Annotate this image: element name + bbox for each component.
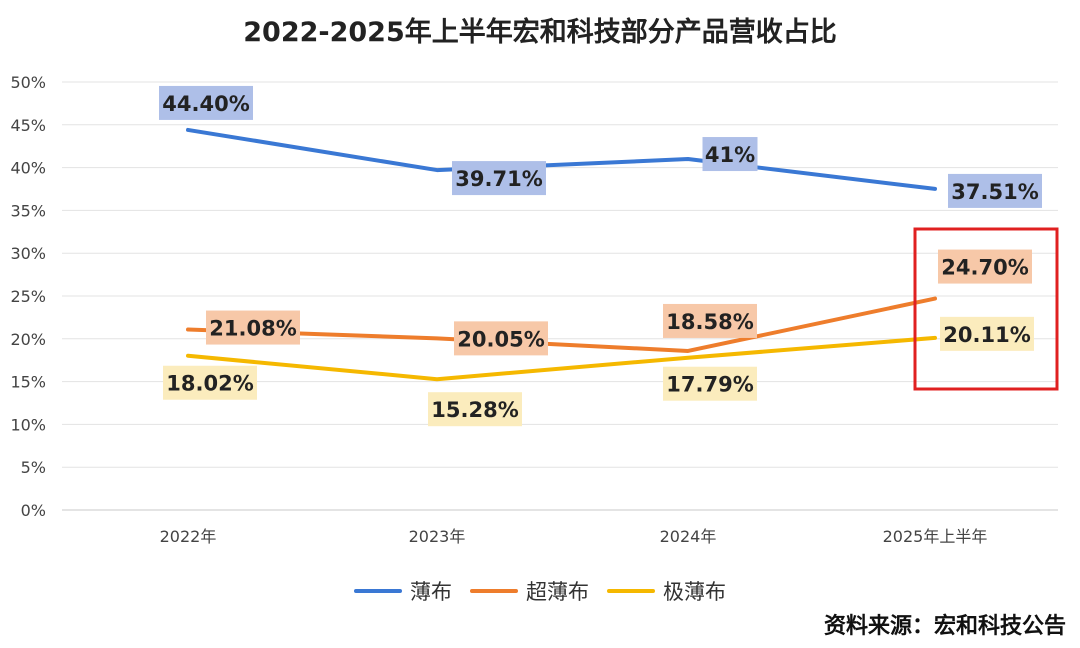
data-label-bg (163, 365, 257, 400)
data-label-bg (948, 173, 1042, 208)
y-tick-label: 30% (10, 244, 46, 263)
legend-label: 超薄布 (526, 580, 589, 604)
y-tick-label: 40% (10, 159, 46, 178)
data-label-bg (454, 321, 548, 356)
data-label: 41% (705, 143, 755, 167)
data-label: 39.71% (455, 167, 542, 191)
data-label: 21.08% (209, 317, 296, 341)
data-label-bg (702, 137, 758, 172)
data-label-bg (663, 303, 757, 338)
legend-swatch (354, 589, 402, 593)
data-label: 24.70% (941, 256, 1028, 280)
series-line-1 (186, 296, 937, 353)
data-label-bg (663, 366, 757, 401)
data-label-bg (452, 161, 546, 196)
y-tick-label: 10% (10, 415, 46, 434)
data-label: 18.58% (666, 310, 753, 334)
legend-swatch (470, 589, 518, 593)
y-tick-label: 5% (21, 458, 46, 477)
legend-item-0: 薄布 (354, 576, 452, 606)
series-line-2 (186, 335, 937, 382)
legend-item-2: 极薄布 (607, 576, 726, 606)
x-tick-label: 2025年上半年 (883, 527, 988, 546)
source-note: 资料来源：宏和科技公告 (823, 614, 1066, 639)
chart-title: 2022-2025年上半年宏和科技部分产品营收占比 (243, 17, 837, 48)
data-label-bg (940, 316, 1034, 351)
x-tick-label: 2023年 (409, 527, 466, 546)
y-tick-label: 0% (21, 501, 46, 520)
y-tick-label: 25% (10, 287, 46, 306)
y-tick-label: 45% (10, 116, 46, 135)
data-label: 44.40% (162, 92, 249, 116)
data-label: 17.79% (666, 373, 753, 397)
series-line-0 (186, 127, 937, 191)
data-label-bg (206, 310, 300, 345)
y-tick-label: 20% (10, 330, 46, 349)
data-label: 37.51% (951, 180, 1038, 204)
data-label-bg (938, 249, 1032, 284)
x-tick-label: 2024年 (660, 527, 717, 546)
legend: 薄布 超薄布 极薄布 (0, 576, 1080, 606)
data-label-bg (159, 85, 253, 120)
y-tick-label: 15% (10, 373, 46, 392)
legend-swatch (607, 589, 655, 593)
data-label: 20.11% (943, 323, 1030, 347)
y-tick-label: 35% (10, 201, 46, 220)
data-label: 18.02% (166, 372, 253, 396)
data-label: 15.28% (431, 398, 518, 422)
y-tick-label: 50% (10, 73, 46, 92)
legend-item-1: 超薄布 (470, 576, 589, 606)
data-label: 20.05% (457, 327, 544, 351)
legend-label: 薄布 (410, 580, 452, 604)
x-tick-label: 2022年 (160, 527, 217, 546)
legend-label: 极薄布 (663, 580, 726, 604)
data-label-bg (428, 392, 522, 427)
highlight-box (913, 227, 1059, 391)
